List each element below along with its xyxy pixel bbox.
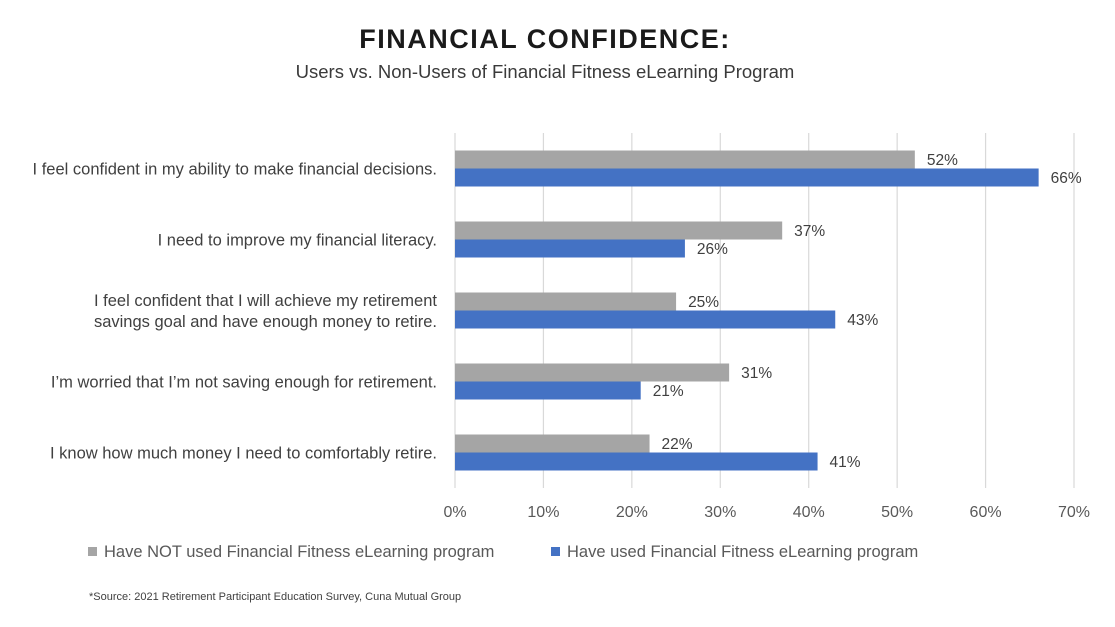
bar-used xyxy=(455,168,1039,187)
x-tick-label: 70% xyxy=(1058,504,1090,521)
bar-not-used xyxy=(455,292,677,311)
bar-not-used xyxy=(455,150,915,169)
legend-item-used: Have used Financial Fitness eLearning pr… xyxy=(551,543,918,562)
bar-not-used xyxy=(455,221,783,240)
category-label: I feel confident that I will achieve my … xyxy=(94,292,437,310)
x-tick-label: 20% xyxy=(616,504,648,521)
x-tick-label: 50% xyxy=(881,504,913,521)
x-tick-label: 40% xyxy=(793,504,825,521)
data-label: 25% xyxy=(688,294,719,311)
x-tick-label: 0% xyxy=(443,504,466,521)
chart-title: FINANCIAL CONFIDENCE: xyxy=(359,24,731,54)
bar-not-used xyxy=(455,434,650,453)
category-label: I feel confident in my ability to make f… xyxy=(33,161,437,179)
category-label: I need to improve my financial literacy. xyxy=(158,232,437,250)
data-label: 22% xyxy=(662,436,693,453)
x-tick-label: 30% xyxy=(704,504,736,521)
x-tick-label: 10% xyxy=(527,504,559,521)
legend-item-not-used: Have NOT used Financial Fitness eLearnin… xyxy=(88,543,494,562)
bar-used xyxy=(455,381,641,400)
legend-label-used: Have used Financial Fitness eLearning pr… xyxy=(567,543,919,561)
bar-used xyxy=(455,239,685,258)
x-tick-label: 60% xyxy=(970,504,1002,521)
category-label: I know how much money I need to comforta… xyxy=(50,445,437,463)
data-label: 37% xyxy=(794,223,825,240)
data-label: 31% xyxy=(741,365,772,382)
legend-swatch-not-used xyxy=(88,547,97,556)
category-label: savings goal and have enough money to re… xyxy=(94,313,437,331)
data-labels: 52% 66% 37% 26% 25% 43% 31% 21% 22% 41% xyxy=(653,152,1082,471)
data-label: 41% xyxy=(830,454,861,471)
category-label: I’m worried that I’m not saving enough f… xyxy=(51,374,437,392)
bar-used xyxy=(455,452,818,471)
data-label: 43% xyxy=(847,312,878,329)
data-label: 26% xyxy=(697,241,728,258)
bars xyxy=(455,150,1039,471)
x-tick-labels: 0% 10% 20% 30% 40% 50% 60% 70% xyxy=(443,504,1090,521)
data-label: 66% xyxy=(1051,170,1082,187)
legend-label-not-used: Have NOT used Financial Fitness eLearnin… xyxy=(104,543,495,561)
data-label: 52% xyxy=(927,152,958,169)
chart-subtitle: Users vs. Non-Users of Financial Fitness… xyxy=(295,61,795,82)
category-labels: I feel confident in my ability to make f… xyxy=(33,161,438,463)
data-label: 21% xyxy=(653,383,684,400)
bar-not-used xyxy=(455,363,730,382)
bar-used xyxy=(455,310,836,329)
source-footnote: *Source: 2021 Retirement Participant Edu… xyxy=(89,591,462,603)
legend-swatch-used xyxy=(551,547,560,556)
